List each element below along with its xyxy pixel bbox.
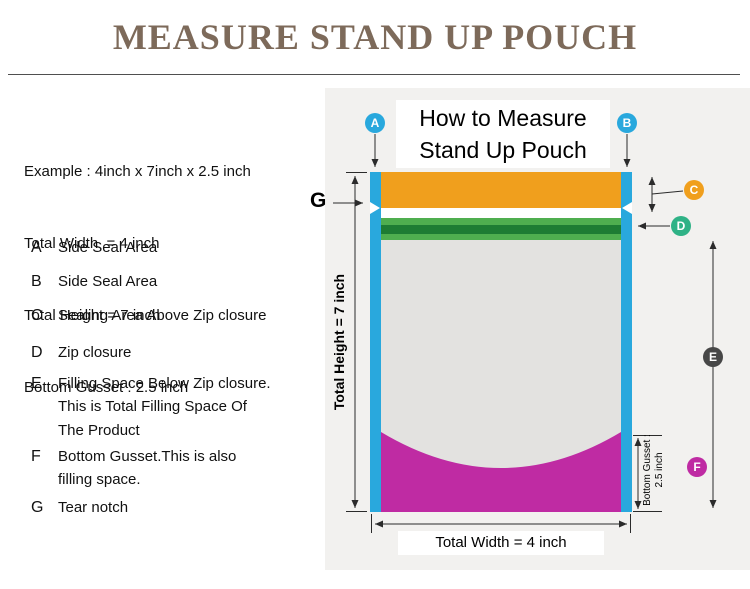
legend-item-d: D Zip closure [31, 344, 131, 362]
legend-key-b: B [31, 273, 42, 290]
legend-text-e3: The Product [58, 422, 140, 439]
legend-key-d: D [31, 344, 43, 361]
total-height-label: Total Height = 7 inch [331, 273, 347, 411]
marker-g: G [310, 189, 327, 212]
zip-closure-band [381, 218, 621, 240]
side-seal-right [621, 172, 632, 512]
page-title: MEASURE STAND UP POUCH [112, 17, 638, 57]
example-line-3: Total Height = 7 inch [24, 307, 161, 324]
side-seal-left [370, 172, 381, 512]
legend-item-e: E Filling Space Below Zip closure. This i… [31, 375, 271, 441]
legend-key-e: E [31, 375, 42, 392]
zip-closure-track [381, 225, 621, 234]
example-line-4: Bottom Gusset : 2.5 inch [24, 379, 189, 396]
bottom-gusset-label: Bottom Gusset : 2.5 inch [642, 428, 666, 512]
legend-key-f: F [31, 448, 41, 465]
marker-f: F [687, 457, 707, 477]
legend-text-e2: This is Total Filling Space Of [58, 398, 247, 415]
legend-text-f2: filling space. [58, 471, 141, 488]
marker-d: D [671, 216, 691, 236]
tear-notch-right [622, 202, 632, 214]
legend-text-a: Side Seal Area [58, 239, 158, 256]
example-block: Example : 4inch x 7inch x 2.5 inch Total… [24, 112, 251, 448]
legend-text-d: Zip closure [58, 344, 132, 361]
legend-text-c: Sealing Area Above Zip closure [58, 307, 267, 324]
diagram-heading-line2: Stand Up Pouch [419, 137, 587, 163]
marker-a: A [365, 113, 385, 133]
legend-key-c: C [31, 307, 43, 324]
legend-key-g: G [31, 499, 44, 516]
title-divider [8, 74, 740, 75]
legend-item-f: F Bottom Gusset.This is also filling spac… [31, 448, 236, 490]
legend-item-c: C Sealing Area Above Zip closure [31, 307, 266, 325]
marker-c: C [684, 180, 704, 200]
legend-text-g: Tear notch [58, 499, 129, 516]
sealing-area-above-zip [381, 172, 621, 208]
example-line-2: Total Width = 4 inch [24, 235, 160, 252]
legend-text-b: Side Seal Area [58, 273, 158, 290]
legend-text-e1: Filling Space Below Zip closure. [58, 375, 271, 392]
diagram-heading: How to Measure Stand Up Pouch [396, 100, 610, 168]
tear-notch-strip [381, 208, 621, 218]
example-line-1: Example : 4inch x 7inch x 2.5 inch [24, 163, 251, 180]
legend-item-a: A Side Seal Area [31, 239, 157, 257]
bottom-gusset-label-line1: Bottom Gusset : [642, 434, 653, 506]
pouch-drawing [370, 172, 632, 512]
legend-item-g: G Tear notch [31, 499, 128, 517]
total-width-label: Total Width = 4 inch [398, 531, 604, 555]
legend-item-b: B Side Seal Area [31, 273, 157, 291]
marker-e: E [703, 347, 723, 367]
diagram-heading-line1: How to Measure [419, 105, 587, 131]
marker-b: B [617, 113, 637, 133]
tear-notch-left [370, 202, 380, 214]
legend-key-a: A [31, 239, 42, 256]
legend-text-f1: Bottom Gusset.This is also [58, 448, 237, 465]
bottom-gusset-area [381, 432, 621, 512]
bottom-gusset-label-line2: 2.5 inch [654, 452, 665, 488]
